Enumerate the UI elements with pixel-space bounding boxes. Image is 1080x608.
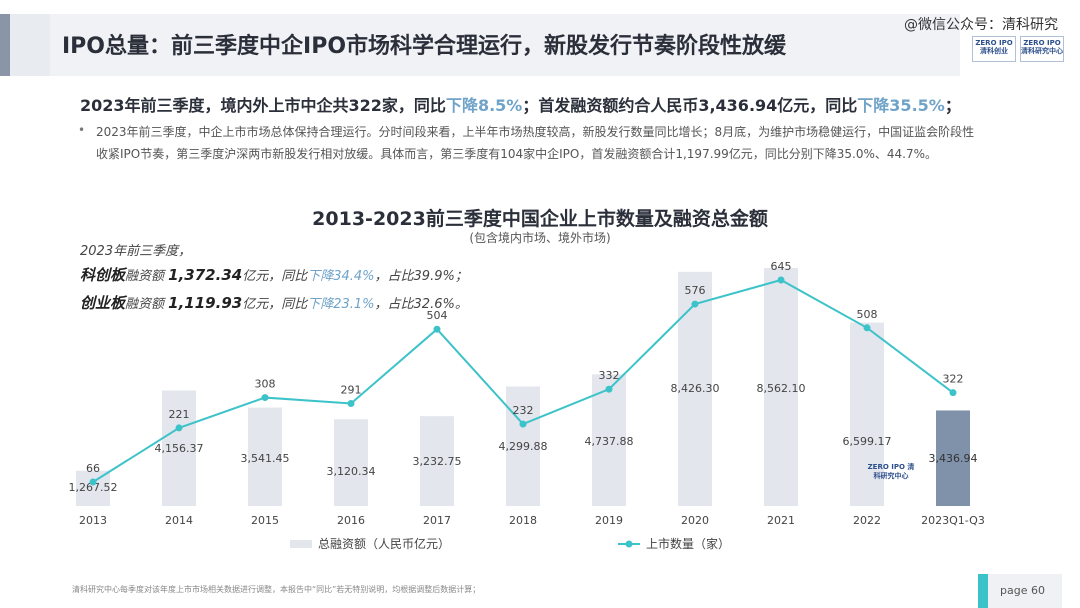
headline-part2: ；首发融资额约合人民币3,436.94亿元，同比 [522, 96, 858, 115]
bar-2019 [592, 374, 626, 506]
line-point-2016 [347, 400, 355, 408]
bar-label-2022: 6,599.17 [843, 435, 892, 448]
line-point-2021 [777, 276, 785, 284]
line-label-2020: 576 [685, 284, 706, 297]
bar-2016 [334, 419, 368, 506]
x-tick-2021: 2021 [767, 514, 795, 527]
page-number: page 60 [1000, 584, 1045, 597]
x-tick-2015: 2015 [251, 514, 279, 527]
kcb-share: ，占比39.9%； [374, 269, 468, 284]
cyb-unit: 亿元，同比 [242, 297, 308, 312]
kcb-decline: 下降34.4% [307, 269, 375, 284]
line-point-2014 [175, 424, 183, 432]
line-point-2013 [89, 478, 97, 486]
headline-part1: 2023年前三季度，境内外上市中企共322家，同比 [80, 96, 446, 115]
bar-label-2023Q1-Q3: 3,436.94 [929, 452, 978, 465]
note-line-1: 2023年前三季度， [80, 244, 192, 259]
kcb-mid: 融资额 [125, 269, 165, 284]
line-point-2020 [691, 300, 699, 308]
cyb-share: ，占比32.6%。 [374, 297, 468, 312]
x-tick-2017: 2017 [423, 514, 451, 527]
bar-label-2019: 4,737.88 [585, 435, 634, 448]
bar-2013 [76, 470, 110, 506]
chart-watermark-logo: ZERO IPO 清科研究中心 [867, 463, 915, 480]
bar-2023Q1-Q3 [936, 410, 970, 506]
page-box [978, 574, 1062, 608]
line-label-2019: 332 [599, 369, 620, 382]
line-point-2019 [605, 385, 613, 393]
line-label-2017: 504 [427, 309, 448, 322]
x-tick-2016: 2016 [337, 514, 365, 527]
zero-ipo-logo-2: ZERO IPO 清科研究中心 [1020, 36, 1064, 62]
bar-2021 [764, 268, 798, 506]
headline-decline-1: 下降8.5% [445, 96, 523, 115]
x-tick-2023Q1-Q3: 2023Q1-Q3 [921, 514, 985, 527]
x-tick-2020: 2020 [681, 514, 709, 527]
bar-label-2016: 3,120.34 [327, 465, 376, 478]
legend-line-marker [625, 540, 633, 548]
line-label-2016: 291 [341, 384, 362, 397]
headline: 2023年前三季度，境内外上市中企共322家，同比下降8.5%；首发融资额约合人… [80, 92, 961, 116]
note-line-kcb: 科创板融资额 1,372.34亿元，同比下降34.4%，占比39.9%； [80, 264, 468, 285]
bar-2020 [678, 271, 712, 506]
kcb-amount: 1,372.34 [168, 266, 243, 284]
left-accent-block [10, 14, 50, 76]
legend-line-label: 上市数量（家） [646, 536, 730, 551]
line-label-2018: 232 [513, 404, 534, 417]
chart-subtitle: (包含境内市场、境外市场) [469, 231, 611, 245]
cyb-name: 创业板 [80, 294, 126, 312]
line-point-2017 [433, 325, 441, 333]
page-title: IPO总量：前三季度中企IPO市场科学合理运行，新股发行节奏阶段性放缓 [62, 34, 787, 59]
x-tick-2013: 2013 [79, 514, 107, 527]
cyb-decline: 下降23.1% [307, 297, 375, 312]
bar-2015 [248, 407, 282, 506]
left-accent-bar [0, 14, 10, 76]
page-accent [978, 574, 988, 608]
line-label-2014: 221 [169, 408, 190, 421]
kcb-name: 科创板 [80, 266, 126, 284]
bar-label-2017: 3,232.75 [413, 455, 462, 468]
footer-note: 清科研究中心每季度对该年度上市市场相关数据进行调整，本报告中“同比”若无特别说明… [72, 585, 481, 594]
watermark-text: @微信公众号：清科研究 [904, 17, 1058, 33]
line-point-2018 [519, 420, 527, 428]
x-tick-2018: 2018 [509, 514, 537, 527]
line-point-2023Q1-Q3 [949, 389, 957, 397]
zero-ipo-logo-1: ZERO IPO 清科创业 [972, 36, 1016, 62]
line-label-2022: 508 [857, 308, 878, 321]
x-tick-2019: 2019 [595, 514, 623, 527]
bar-2018 [506, 386, 540, 506]
chart-title: 2013-2023前三季度中国企业上市数量及融资总金额 [312, 208, 768, 230]
line-label-2013: 66 [86, 462, 100, 475]
line-point-2015 [261, 394, 269, 402]
line-label-2023Q1-Q3: 322 [943, 373, 964, 386]
headline-decline-2: 下降35.5% [857, 96, 945, 115]
note-line-cyb: 创业板融资额 1,119.93亿元，同比下降23.1%，占比32.6%。 [80, 292, 468, 313]
bar-label-2020: 8,426.30 [671, 382, 720, 395]
legend-bar-swatch [290, 540, 312, 548]
line-label-2015: 308 [255, 378, 276, 391]
bullet-dot: • [78, 123, 86, 137]
bar-label-2013: 1,267.52 [69, 481, 118, 494]
bar-label-2015: 3,541.45 [241, 452, 290, 465]
bar-label-2014: 4,156.37 [155, 442, 204, 455]
bar-label-2021: 8,562.10 [757, 382, 806, 395]
line-label-2021: 645 [771, 260, 792, 273]
headline-part3: ； [944, 96, 961, 115]
bullet-text: 2023年前三季度，中企上市市场总体保持合理运行。分时间段来看，上半年市场热度较… [96, 125, 975, 161]
legend-bar-label: 总融资额（人民币亿元） [318, 536, 450, 551]
kcb-unit: 亿元，同比 [242, 269, 308, 284]
bar-2017 [420, 416, 454, 506]
bar-2022 [850, 322, 884, 506]
bar-label-2018: 4,299.88 [499, 440, 548, 453]
title-band [50, 14, 960, 76]
x-tick-2014: 2014 [165, 514, 193, 527]
line-point-2022 [863, 324, 871, 332]
x-tick-2022: 2022 [853, 514, 881, 527]
cyb-amount: 1,119.93 [168, 294, 243, 312]
cyb-mid: 融资额 [125, 297, 165, 312]
bar-2014 [162, 390, 196, 506]
